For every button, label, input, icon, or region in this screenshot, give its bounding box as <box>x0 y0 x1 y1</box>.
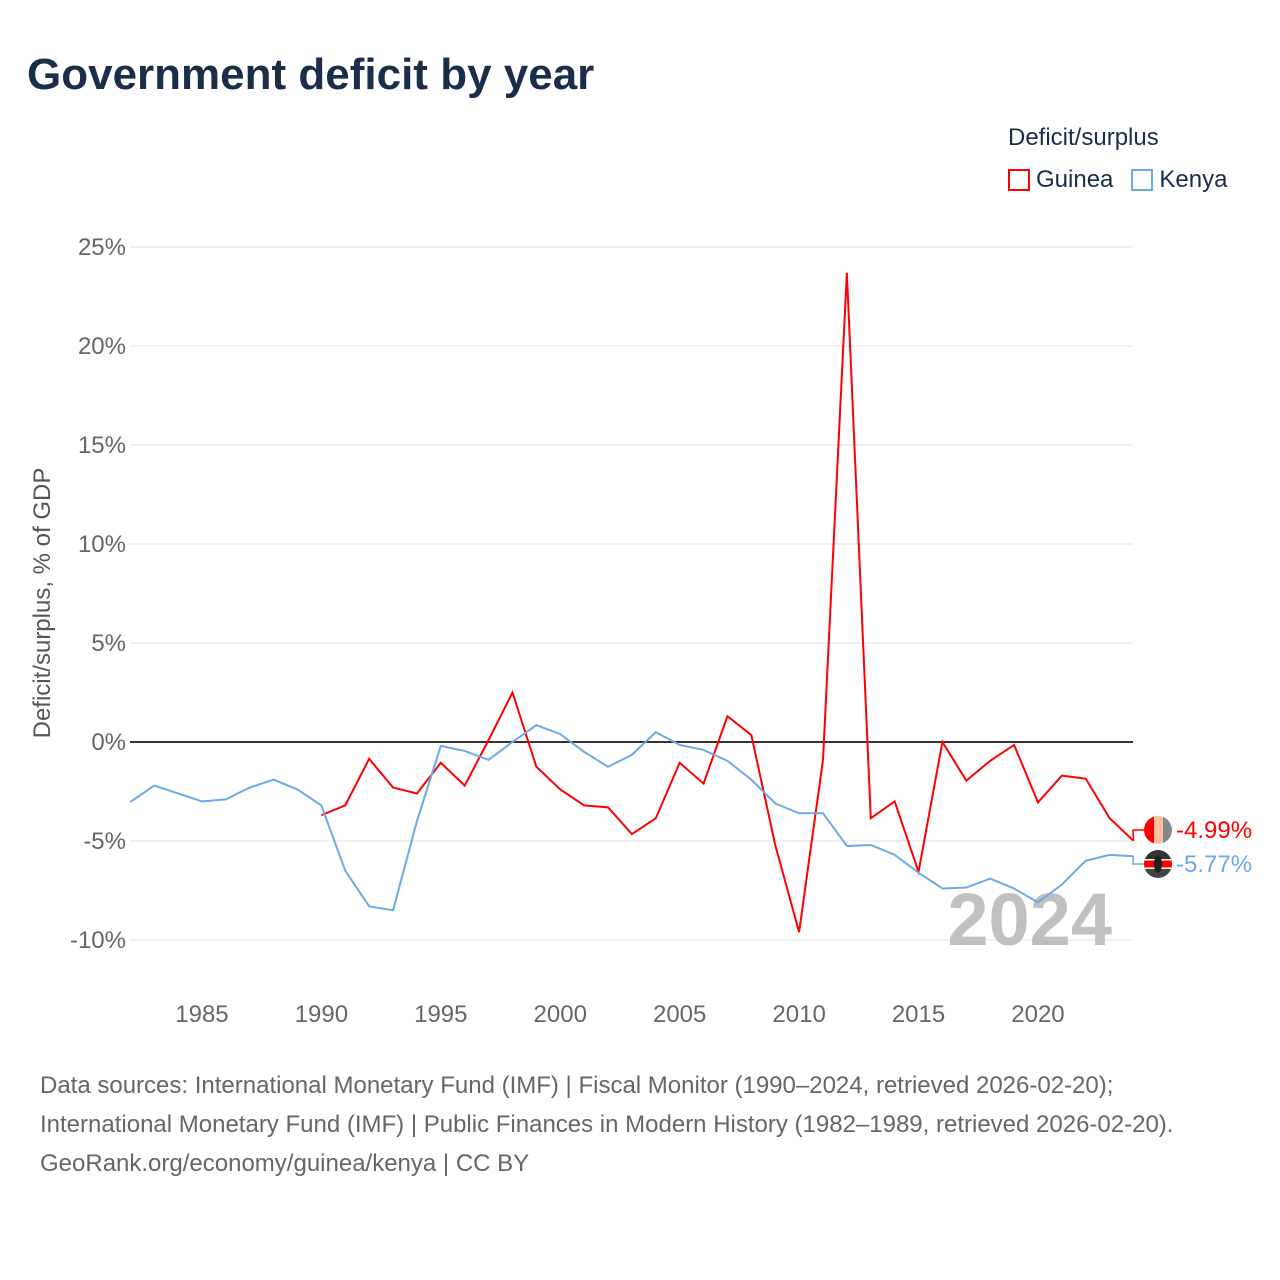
y-tick-label: 0% <box>91 729 126 756</box>
x-tick-label: 2005 <box>653 1001 706 1028</box>
page-title: Government deficit by year <box>27 50 595 99</box>
x-tick-label: 2010 <box>772 1001 825 1028</box>
guinea-flag-icon <box>1144 816 1172 844</box>
y-axis-label: Deficit/surplus, % of GDP <box>29 468 56 739</box>
y-tick-label: 5% <box>91 630 126 657</box>
y-tick-label: 20% <box>78 333 126 360</box>
kenya-flag-icon <box>1144 850 1172 878</box>
y-tick-label: 25% <box>78 234 126 261</box>
guinea-end-label: -4.99% <box>1176 817 1252 844</box>
legend-title: Deficit/surplus <box>1008 124 1159 151</box>
y-tick-label: -5% <box>83 828 126 855</box>
legend-label: Kenya <box>1159 166 1228 193</box>
y-tick-label: -10% <box>70 927 126 954</box>
guinea-label-connector <box>1132 829 1144 841</box>
legend-label: Guinea <box>1036 166 1114 193</box>
x-tick-label: 1990 <box>295 1001 348 1028</box>
legend: Guinea Kenya <box>1008 166 1227 194</box>
footer: Data sources: International Monetary Fun… <box>40 1066 1240 1183</box>
kenya-end-label: -5.77% <box>1176 851 1252 878</box>
credit-link[interactable]: GeoRank.org/economy/guinea/kenya | CC BY <box>40 1150 530 1177</box>
legend-item-guinea[interactable]: Guinea <box>1008 166 1113 194</box>
data-sources: Data sources: International Monetary Fun… <box>40 1072 1174 1138</box>
legend-swatch-guinea <box>1008 169 1030 191</box>
legend-item-kenya[interactable]: Kenya <box>1131 166 1227 194</box>
y-tick-label: 15% <box>78 432 126 459</box>
x-tick-label: 2020 <box>1011 1001 1064 1028</box>
series-line-guinea <box>321 272 1135 933</box>
series-line-kenya <box>129 724 1134 912</box>
legend-swatch-kenya <box>1131 169 1154 191</box>
kenya-label-connector <box>1132 856 1144 865</box>
x-tick-label: 1995 <box>414 1001 467 1028</box>
x-tick-label: 2015 <box>892 1001 945 1028</box>
x-tick-label: 2000 <box>534 1001 587 1028</box>
x-tick-label: 1985 <box>175 1001 228 1028</box>
y-tick-label: 10% <box>78 531 126 558</box>
year-watermark: 2024 <box>947 878 1112 961</box>
line-chart: -10% -5% 0% 5% 10% 15% 20% 25% 1985 1990 1995 2000 2… <box>29 234 1252 1028</box>
